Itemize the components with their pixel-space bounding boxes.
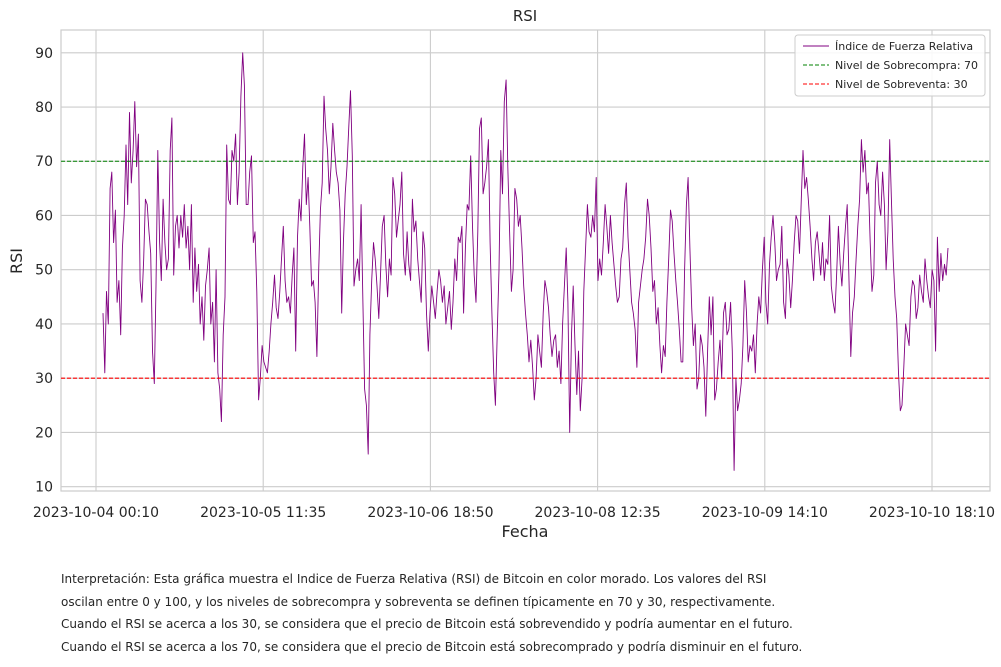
x-tick-label: 2023-10-05 11:35 bbox=[200, 505, 326, 521]
legend: Índice de Fuerza Relativa Nivel de Sobrec… bbox=[794, 34, 986, 97]
y-axis-label: RSI bbox=[7, 248, 26, 274]
y-tick-label: 80 bbox=[35, 100, 53, 116]
y-axis-ticks: 10 20 30 40 50 60 70 80 90 bbox=[35, 46, 53, 496]
series-layer bbox=[61, 52, 990, 471]
interpretation-line: Cuando el RSI se acerca a los 70, se con… bbox=[61, 639, 803, 654]
y-tick-label: 70 bbox=[35, 154, 53, 170]
x-tick-label: 2023-10-09 14:10 bbox=[702, 505, 828, 521]
legend-label: Nivel de Sobreventa: 30 bbox=[835, 78, 968, 91]
legend-label: Índice de Fuerza Relativa bbox=[835, 40, 973, 53]
legend-label: Nivel de Sobrecompra: 70 bbox=[835, 59, 978, 72]
x-tick-label: 2023-10-08 12:35 bbox=[535, 505, 661, 521]
plot-area bbox=[60, 29, 991, 492]
x-axis-label: Fecha bbox=[502, 522, 549, 541]
x-tick-label: 2023-10-06 18:50 bbox=[367, 505, 493, 521]
x-tick-label: 2023-10-10 18:10 bbox=[869, 505, 995, 521]
y-tick-label: 20 bbox=[35, 425, 53, 441]
legend-items: Índice de Fuerza Relativa Nivel de Sobrec… bbox=[803, 40, 978, 91]
y-tick-label: 90 bbox=[35, 46, 53, 62]
y-tick-label: 50 bbox=[35, 263, 53, 279]
y-tick-label: 10 bbox=[35, 480, 53, 496]
rsi-series-line bbox=[102, 52, 949, 471]
interpretation-line: Interpretación: Esta gráfica muestra el … bbox=[61, 572, 767, 586]
interpretation-line: Cuando el RSI se acerca a los 30, se con… bbox=[61, 617, 793, 631]
x-axis-ticks: 2023-10-04 00:10 2023-10-05 11:35 2023-10-… bbox=[33, 505, 995, 521]
y-tick-label: 60 bbox=[35, 208, 53, 224]
legend-box bbox=[794, 34, 986, 97]
y-tick-label: 40 bbox=[35, 317, 53, 333]
chart-title: RSI bbox=[513, 7, 537, 25]
interpretation-line: oscilan entre 0 y 100, y los niveles de … bbox=[61, 594, 776, 609]
y-tick-label: 30 bbox=[35, 371, 53, 387]
x-tick-label: 2023-10-04 00:10 bbox=[33, 505, 159, 521]
interpretation-text: Interpretación: Esta gráfica muestra el … bbox=[61, 570, 961, 660]
